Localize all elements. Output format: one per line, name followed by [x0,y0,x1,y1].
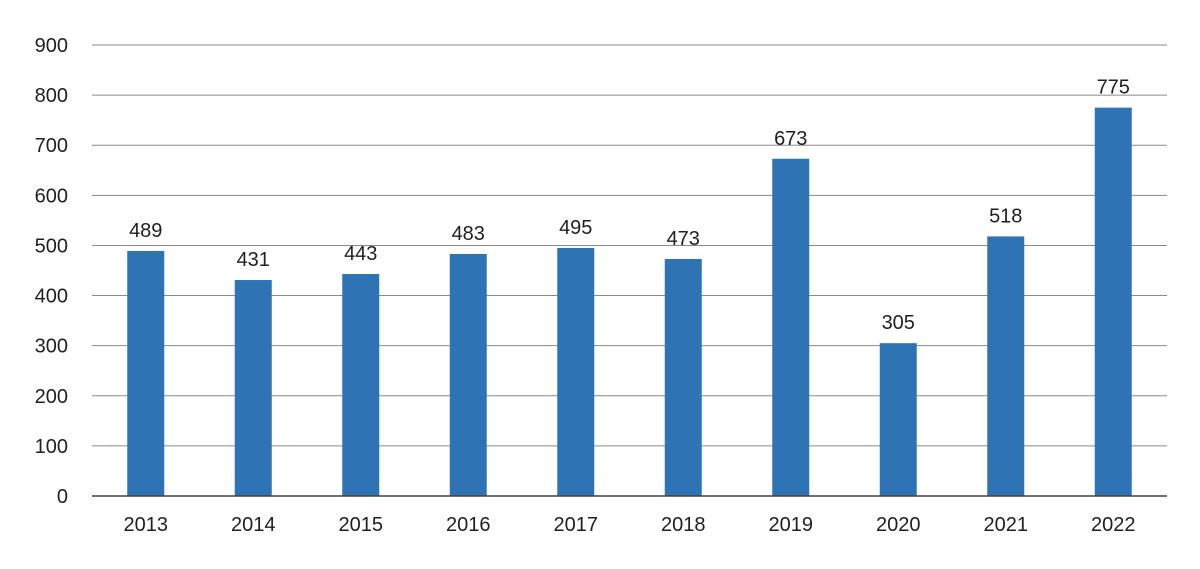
bar-value-label: 489 [129,220,162,242]
bar-value-label: 473 [667,228,700,250]
x-axis-label-2019: 2019 [769,514,814,536]
y-axis-tick-label: 300 [35,336,68,358]
bar-value-label: 495 [559,217,592,239]
y-axis-tick-label: 100 [35,436,68,458]
x-axis-label-2017: 2017 [554,514,599,536]
bar-2017 [557,247,595,496]
x-axis-label-2022: 2022 [1091,514,1136,536]
bar-value-label: 673 [774,128,807,150]
x-axis-label-2016: 2016 [446,514,491,536]
bar-2020 [879,343,917,496]
y-axis-tick-label: 700 [35,135,68,157]
bar-value-label: 305 [882,312,915,334]
bar-2014 [234,280,272,496]
bar-value-label: 775 [1097,77,1130,99]
bar-value-label: 518 [989,205,1022,227]
bar-2022 [1094,107,1132,496]
bar-value-label: 443 [344,243,377,265]
bar-value-label: 431 [237,249,270,271]
y-axis-tick-label: 900 [35,35,68,57]
y-axis-tick-label: 600 [35,185,68,207]
bar-2019 [772,158,810,496]
y-axis-tick-label: 800 [35,85,68,107]
bar-2016 [449,253,487,496]
y-axis-tick-label: 0 [57,486,68,508]
bar-2015 [342,274,380,496]
x-axis-label-2021: 2021 [984,514,1029,536]
bar-2021 [987,236,1025,496]
y-axis-tick-label: 400 [35,286,68,308]
x-axis-label-2015: 2015 [339,514,384,536]
y-axis-tick-label: 500 [35,235,68,257]
bar-value-label: 483 [452,223,485,245]
y-axis-tick-label: 200 [35,386,68,408]
x-axis-label-2018: 2018 [661,514,706,536]
x-axis-label-2013: 2013 [124,514,169,536]
bar-2013 [127,250,165,496]
bar-2018 [664,258,702,496]
x-axis-label-2020: 2020 [876,514,921,536]
x-axis-label-2014: 2014 [231,514,276,536]
